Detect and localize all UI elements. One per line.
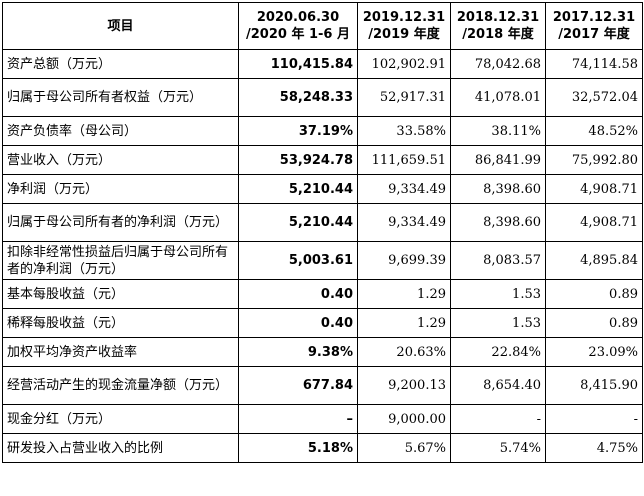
value-cell: 37.19% <box>238 116 358 146</box>
value-cell: 9.38% <box>238 337 358 367</box>
row-label: 归属于母公司所有者权益（万元） <box>2 78 239 117</box>
value-cell: 5.18% <box>238 433 358 463</box>
value-cell: 8,654.40 <box>450 366 546 405</box>
value-cell: 4,895.84 <box>545 241 643 280</box>
value-cell: 9,699.39 <box>357 241 451 280</box>
table-row: 基本每股收益（元） 0.40 1.29 1.53 0.89 <box>2 279 643 309</box>
table-row: 经营活动产生的现金流量净额（万元） 677.84 9,200.13 8,654.40 8… <box>2 366 643 405</box>
value-cell: 23.09% <box>545 337 643 367</box>
value-cell: 0.40 <box>238 279 358 309</box>
value-cell: 9,334.49 <box>357 203 451 242</box>
row-label: 扣除非经常性损益后归属于母公司所有者的净利润（万元） <box>2 241 239 280</box>
value-cell: 5,003.61 <box>238 241 358 280</box>
value-cell: – <box>238 404 358 434</box>
value-cell: - <box>545 404 643 434</box>
value-cell: 1.29 <box>357 279 451 309</box>
table-row: 现金分红（万元） –9,000.00- - <box>2 404 643 434</box>
table-row: 归属于母公司所有者的净利润（万元） 5,210.44 9,334.49 8,398.6… <box>2 203 643 242</box>
header-cell: 项目 <box>2 2 239 50</box>
value-cell: 110,415.84 <box>238 49 358 79</box>
value-cell: 111,659.51 <box>357 145 451 175</box>
value-cell: 38.11% <box>450 116 546 146</box>
header-cell: 2017.12.31 /2017 年度 <box>545 2 643 50</box>
value-cell: 22.84% <box>450 337 546 367</box>
value-cell: 32,572.04 <box>545 78 643 117</box>
row-label: 营业收入（万元） <box>2 145 239 175</box>
value-cell: 74,114.58 <box>545 49 643 79</box>
table-body: 资产总额（万元） 110,415.84 102,902.91 78,042.68 74,… <box>2 49 643 463</box>
value-cell: 5,210.44 <box>238 174 358 204</box>
value-cell: 53,924.78 <box>238 145 358 175</box>
value-cell: 20.63% <box>357 337 451 367</box>
value-cell: 33.58% <box>357 116 451 146</box>
value-cell: 0.89 <box>545 308 643 338</box>
value-cell: 75,992.80 <box>545 145 643 175</box>
header-cell: 2020.06.30 /2020 年 1-6 月 <box>238 2 358 50</box>
table-row: 净利润（万元） 5,210.44 9,334.49 8,398.60 4,908.71 <box>2 174 643 204</box>
value-cell: - <box>450 404 546 434</box>
value-cell: 1.53 <box>450 308 546 338</box>
value-cell: 0.40 <box>238 308 358 338</box>
value-cell: 4.75% <box>545 433 643 463</box>
value-cell: 48.52% <box>545 116 643 146</box>
value-cell: 41,078.01 <box>450 78 546 117</box>
value-cell: 9,334.49 <box>357 174 451 204</box>
value-cell: 58,248.33 <box>238 78 358 117</box>
value-cell: 9,000.00 <box>357 404 451 434</box>
value-cell: 4,908.71 <box>545 203 643 242</box>
table-row: 研发投入占营业收入的比例 5.18% 5.67% 5.74% 4.75% <box>2 433 643 463</box>
row-label: 归属于母公司所有者的净利润（万元） <box>2 203 239 242</box>
value-cell: 102,902.91 <box>357 49 451 79</box>
header-cell: 2018.12.31 /2018 年度 <box>450 2 546 50</box>
table-row: 资产负债率（母公司） 37.19% 33.58% 38.11% 48.52% <box>2 116 643 146</box>
value-cell: 1.53 <box>450 279 546 309</box>
value-cell: 1.29 <box>357 308 451 338</box>
table-row: 扣除非经常性损益后归属于母公司所有者的净利润（万元） 5,003.61 9,699.… <box>2 241 643 280</box>
value-cell: 9,200.13 <box>357 366 451 405</box>
row-label: 基本每股收益（元） <box>2 279 239 309</box>
table-row: 稀释每股收益（元） 0.40 1.29 1.53 0.89 <box>2 308 643 338</box>
row-label: 研发投入占营业收入的比例 <box>2 433 239 463</box>
value-cell: 86,841.99 <box>450 145 546 175</box>
value-cell: 0.89 <box>545 279 643 309</box>
value-cell: 4,908.71 <box>545 174 643 204</box>
table-row: 加权平均净资产收益率 9.38% 20.63% 22.84% 23.09% <box>2 337 643 367</box>
header-cell: 2019.12.31 /2019 年度 <box>357 2 451 50</box>
table-row: 归属于母公司所有者权益（万元） 58,248.33 52,917.31 41,078.… <box>2 78 643 117</box>
value-cell: 5,210.44 <box>238 203 358 242</box>
value-cell: 8,415.90 <box>545 366 643 405</box>
header-row: 项目 2020.06.30 /2020 年 1-6 月 2019.12.31 /20… <box>2 2 643 50</box>
row-label: 净利润（万元） <box>2 174 239 204</box>
value-cell: 8,398.60 <box>450 174 546 204</box>
row-label: 加权平均净资产收益率 <box>2 337 239 367</box>
value-cell: 677.84 <box>238 366 358 405</box>
table-row: 营业收入（万元） 53,924.78 111,659.51 86,841.99 75,9… <box>2 145 643 175</box>
value-cell: 5.67% <box>357 433 451 463</box>
row-label: 资产总额（万元） <box>2 49 239 79</box>
value-cell: 8,083.57 <box>450 241 546 280</box>
table-row: 资产总额（万元） 110,415.84 102,902.91 78,042.68 74,… <box>2 49 643 79</box>
row-label: 经营活动产生的现金流量净额（万元） <box>2 366 239 405</box>
value-cell: 78,042.68 <box>450 49 546 79</box>
value-cell: 5.74% <box>450 433 546 463</box>
value-cell: 8,398.60 <box>450 203 546 242</box>
row-label: 资产负债率（母公司） <box>2 116 239 146</box>
row-label: 现金分红（万元） <box>2 404 239 434</box>
row-label: 稀释每股收益（元） <box>2 308 239 338</box>
value-cell: 52,917.31 <box>357 78 451 117</box>
financial-table: 项目 2020.06.30 /2020 年 1-6 月 2019.12.31 /20… <box>2 2 643 463</box>
